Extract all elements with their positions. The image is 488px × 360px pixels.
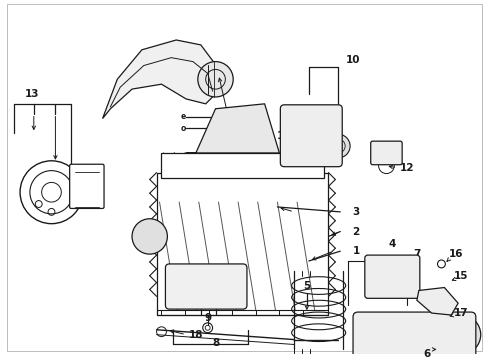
FancyBboxPatch shape bbox=[364, 255, 419, 298]
Circle shape bbox=[132, 219, 167, 254]
Circle shape bbox=[441, 315, 480, 354]
Text: 15: 15 bbox=[453, 271, 468, 281]
Text: 1: 1 bbox=[352, 246, 359, 256]
FancyBboxPatch shape bbox=[69, 164, 104, 208]
Text: 6: 6 bbox=[422, 349, 429, 359]
Text: 13: 13 bbox=[24, 89, 39, 99]
Text: 10: 10 bbox=[345, 55, 360, 65]
Text: 18: 18 bbox=[188, 330, 203, 340]
Text: 3: 3 bbox=[352, 207, 359, 217]
Circle shape bbox=[326, 134, 349, 158]
FancyBboxPatch shape bbox=[161, 153, 323, 177]
Polygon shape bbox=[185, 104, 279, 153]
FancyBboxPatch shape bbox=[280, 105, 342, 167]
Text: o: o bbox=[180, 124, 185, 133]
Polygon shape bbox=[416, 288, 457, 315]
Text: 4: 4 bbox=[388, 239, 395, 249]
FancyBboxPatch shape bbox=[156, 172, 328, 315]
Text: 11: 11 bbox=[277, 131, 291, 141]
Text: 8: 8 bbox=[211, 338, 219, 347]
FancyBboxPatch shape bbox=[352, 312, 475, 359]
Circle shape bbox=[198, 62, 233, 97]
Circle shape bbox=[378, 260, 405, 288]
Text: 5: 5 bbox=[303, 280, 310, 291]
Text: e: e bbox=[180, 112, 185, 121]
Circle shape bbox=[210, 109, 249, 148]
Text: 16: 16 bbox=[448, 249, 463, 259]
Text: 2: 2 bbox=[352, 226, 359, 237]
Text: 14: 14 bbox=[225, 112, 240, 122]
FancyBboxPatch shape bbox=[165, 264, 246, 309]
Text: 12: 12 bbox=[399, 163, 413, 173]
Text: 17: 17 bbox=[453, 308, 468, 318]
FancyBboxPatch shape bbox=[370, 141, 401, 165]
Polygon shape bbox=[102, 40, 220, 118]
Circle shape bbox=[289, 114, 333, 158]
Text: 9: 9 bbox=[203, 313, 211, 323]
Text: 7: 7 bbox=[412, 249, 420, 259]
